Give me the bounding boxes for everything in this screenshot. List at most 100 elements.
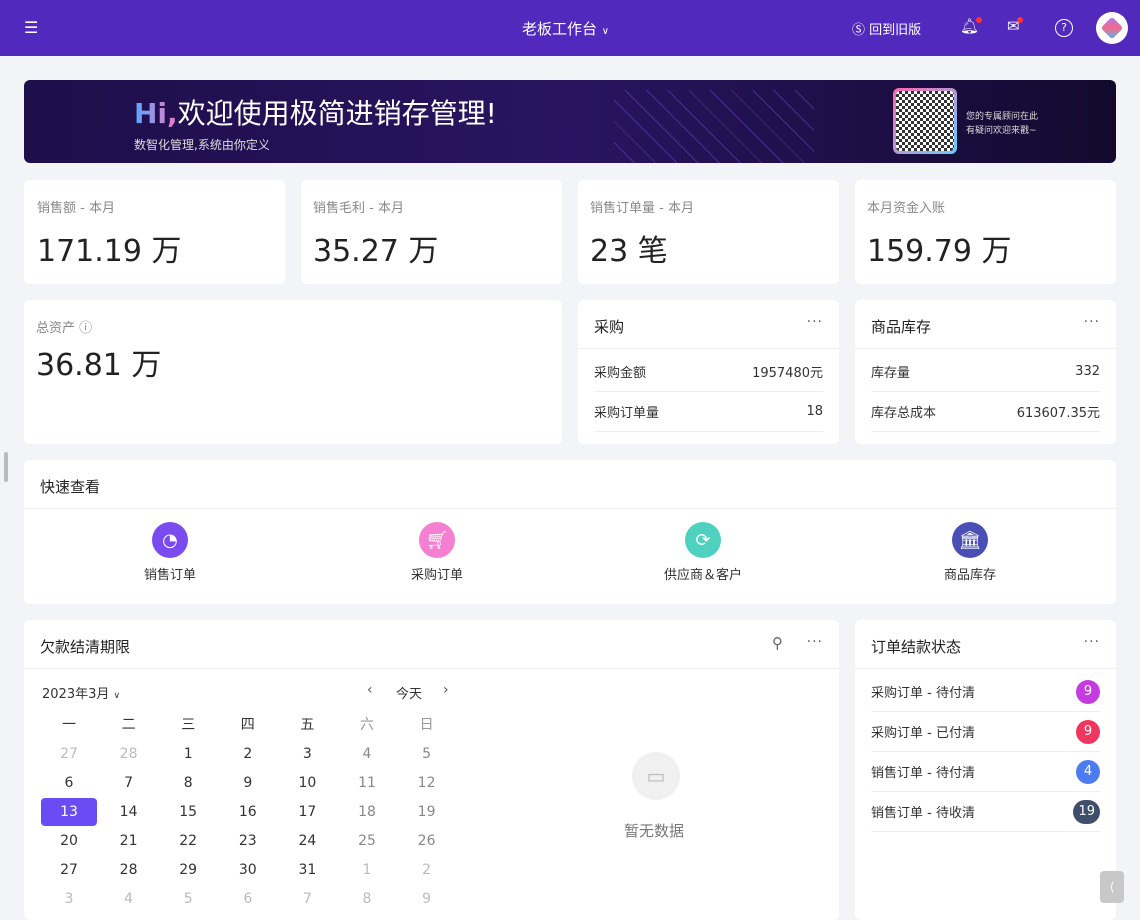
avatar[interactable] — [1096, 12, 1128, 44]
stat-label: 销售毛利 - 本月 — [313, 201, 404, 216]
calendar-day[interactable]: 9 — [243, 775, 253, 791]
weekday-label: 五 — [300, 717, 315, 733]
calendar-day[interactable]: 28 — [119, 746, 138, 762]
next-month-icon[interactable]: › — [443, 682, 449, 698]
calendar-day[interactable]: 4 — [124, 891, 134, 907]
quick-sales-orders[interactable]: ◔ 销售订单 — [110, 522, 230, 583]
collapse-panel-button[interactable]: ⟨ — [1100, 871, 1124, 903]
more-icon[interactable]: ··· — [1083, 314, 1100, 330]
weekday-label: 四 — [240, 717, 255, 733]
calendar-day[interactable]: 19 — [417, 804, 436, 820]
dollar-icon: Ⓢ — [852, 23, 866, 38]
calendar-day[interactable]: 6 — [243, 891, 253, 907]
calendar-day[interactable]: 5 — [422, 746, 432, 762]
month-select[interactable]: 2023年3月 ∨ — [42, 683, 120, 702]
count-badge: 9 — [1076, 719, 1100, 744]
calendar-day[interactable]: 11 — [358, 775, 376, 791]
calendar-day[interactable]: 4 — [362, 746, 372, 762]
calendar-day[interactable]: 3 — [302, 746, 312, 762]
weekday-label: 三 — [181, 717, 196, 733]
order-status-row[interactable]: 采购订单 - 待付清 9 — [871, 672, 1100, 712]
calendar-day[interactable]: 8 — [183, 775, 193, 791]
calendar-day[interactable]: 14 — [119, 804, 138, 820]
calendar-day[interactable]: 7 — [302, 891, 312, 907]
weekday-label: 日 — [419, 717, 434, 733]
calendar-day[interactable]: 2 — [422, 862, 432, 878]
calendar-day[interactable]: 21 — [119, 833, 138, 849]
today-button[interactable]: 今天 — [396, 687, 423, 702]
more-icon[interactable]: ··· — [806, 634, 823, 650]
order-status-row[interactable]: 采购订单 - 已付清 9 — [871, 712, 1100, 752]
calendar-day[interactable]: 6 — [64, 775, 74, 791]
stat-value: 159.79 万 — [867, 234, 1012, 269]
more-icon[interactable]: ··· — [1083, 634, 1100, 650]
stock-card: 商品库存 ··· 库存量 332 库存总成本 613607.35元 — [855, 300, 1116, 444]
message-box-icon[interactable]: ✉ — [1007, 17, 1023, 35]
quick-suppliers-customers[interactable]: ⟳ 供应商＆客户 — [643, 522, 763, 583]
quick-purchase-orders[interactable]: 🛒︎ 采购订单 — [377, 522, 497, 583]
search-icon[interactable]: ⚲ — [772, 634, 783, 652]
calendar-day[interactable]: 18 — [358, 804, 376, 820]
calendar-day[interactable]: 5 — [183, 891, 193, 907]
calendar-day[interactable]: 13 — [41, 798, 97, 826]
inbox-empty-icon: ▭ — [632, 752, 680, 800]
purchase-card: 采购 ··· 采购金额 1957480元 采购订单量 18 — [578, 300, 839, 444]
calendar-day[interactable]: 10 — [298, 775, 317, 791]
stat-label: 销售额 - 本月 — [37, 201, 115, 216]
stat-card: 销售额 - 本月 171.19 万 — [24, 180, 285, 284]
calendar-day[interactable]: 27 — [60, 862, 78, 878]
order-status-row[interactable]: 销售订单 - 待收清 19 — [871, 792, 1100, 832]
quick-view-title: 快速查看 — [40, 478, 101, 496]
refresh-icon: ⟳ — [685, 522, 721, 558]
purchase-row: 采购订单量 18 — [594, 392, 823, 432]
qr-code[interactable] — [893, 88, 957, 154]
calendar-day[interactable]: 3 — [64, 891, 74, 907]
stat-label: 本月资金入账 — [867, 201, 946, 216]
menu-icon[interactable]: ☰ — [24, 18, 39, 37]
row-key: 库存量 — [871, 366, 911, 381]
calendar-day[interactable]: 29 — [179, 862, 198, 878]
calendar-day[interactable]: 24 — [298, 833, 317, 849]
calendar-day[interactable]: 1 — [183, 746, 193, 762]
stat-label: 销售订单量 - 本月 — [590, 201, 694, 216]
quick-stock[interactable]: 🏛︎ 商品库存 — [910, 522, 1030, 583]
calendar-day[interactable]: 7 — [124, 775, 134, 791]
calendar-day[interactable]: 8 — [362, 891, 372, 907]
calendar-day[interactable]: 30 — [238, 862, 257, 878]
quick-label: 供应商＆客户 — [663, 568, 742, 583]
row-key: 库存总成本 — [871, 406, 937, 421]
banner-title: 欢迎使用极简进销存管理! — [177, 97, 497, 130]
calendar-day[interactable]: 17 — [298, 804, 317, 820]
calendar-day[interactable]: 1 — [362, 862, 372, 878]
calendar-day[interactable]: 15 — [179, 804, 198, 820]
calendar-day[interactable]: 25 — [358, 833, 376, 849]
sidebar-drag-handle[interactable] — [4, 452, 8, 482]
workspace-title: 老板工作台 — [522, 20, 598, 38]
calendar-day[interactable]: 12 — [417, 775, 436, 791]
calendar-day[interactable]: 20 — [60, 833, 78, 849]
info-icon[interactable]: ⓘ — [79, 321, 93, 336]
more-icon[interactable]: ··· — [806, 314, 823, 330]
bell-icon[interactable]: 🔔︎ — [960, 17, 983, 35]
stat-value: 35.27 万 — [313, 234, 439, 269]
welcome-banner: Hi,欢迎使用极简进销存管理! 数智化管理,系统由你定义 您的专属顾问在此 有疑问… — [24, 80, 1116, 163]
chevron-down-icon: ∨ — [601, 26, 610, 37]
quick-view-card: 快速查看 ◔ 销售订单 🛒︎ 采购订单 ⟳ 供应商＆客户 🏛︎ 商品库存 — [24, 460, 1116, 604]
calendar-day[interactable]: 22 — [179, 833, 198, 849]
calendar-day[interactable]: 26 — [417, 833, 436, 849]
stat-card: 销售订单量 - 本月 23 笔 — [578, 180, 839, 284]
order-status-row[interactable]: 销售订单 - 待付清 4 — [871, 752, 1100, 792]
help-icon[interactable]: ? — [1055, 19, 1073, 37]
old-version-button[interactable]: Ⓢ 回到旧版 — [852, 19, 921, 38]
prev-month-icon[interactable]: ‹ — [367, 682, 373, 698]
calendar-day[interactable]: 16 — [238, 804, 257, 820]
calendar-day[interactable]: 28 — [119, 862, 138, 878]
order-status-card: 订单结款状态 ··· 采购订单 - 待付清 9 采购订单 - 已付清 9 销售订单 … — [855, 620, 1116, 920]
calendar-day[interactable]: 31 — [298, 862, 317, 878]
calendar-day[interactable]: 9 — [422, 891, 432, 907]
calendar-day[interactable]: 27 — [60, 746, 78, 762]
row-label: 销售订单 - 待付清 — [871, 766, 975, 781]
workspace-switcher[interactable]: 老板工作台 ∨ — [522, 18, 609, 39]
calendar-day[interactable]: 23 — [238, 833, 257, 849]
calendar-day[interactable]: 2 — [243, 746, 253, 762]
